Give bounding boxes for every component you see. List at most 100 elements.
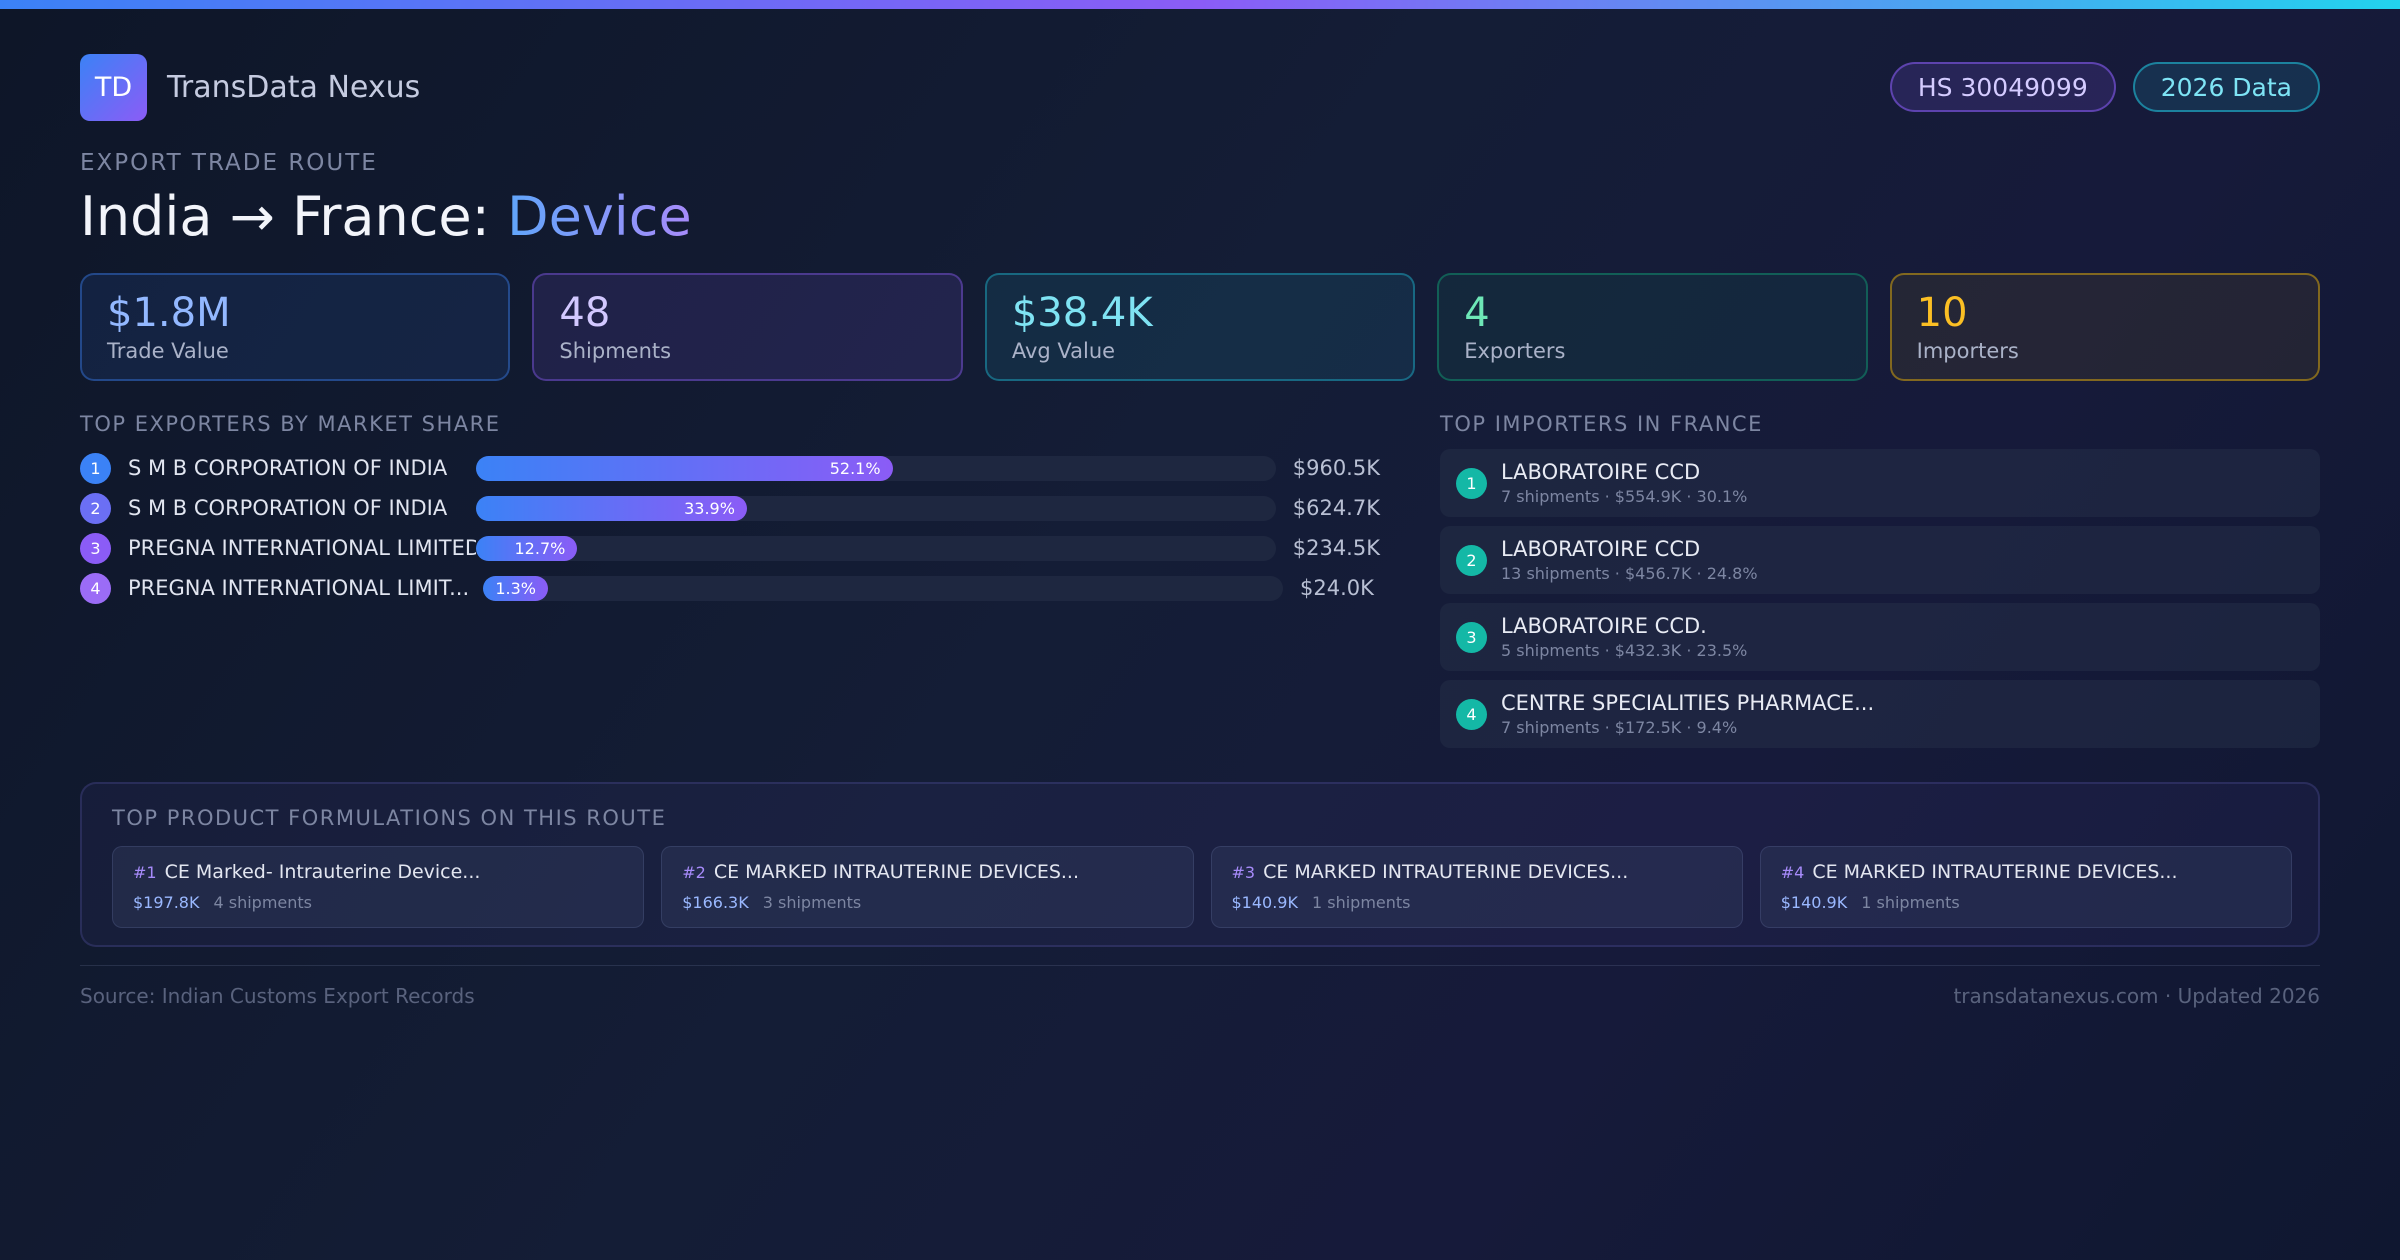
stat-shipments: 48 Shipments <box>532 273 963 381</box>
exporter-name[interactable]: S M B CORPORATION OF INDIA <box>128 456 448 480</box>
importer-rank: 3 <box>1456 621 1487 653</box>
product-value: $140.9K <box>1780 893 1848 912</box>
product-shipments: 1 shipments <box>1861 893 1960 912</box>
exporter-rank: 1 <box>80 452 111 484</box>
product-name: CE MARKED INTRAUTERINE DEVICES... <box>713 861 1079 883</box>
exporter-name[interactable]: PREGNA INTERNATIONAL LIMIT... <box>128 576 470 600</box>
share-bar-fill <box>475 535 578 561</box>
hs-code-badge[interactable]: HS 30049099 <box>1889 62 2116 112</box>
exporters-section-title: TOP EXPORTERS BY MARKET SHARE <box>80 412 501 436</box>
stat-label: Trade Value <box>107 339 229 363</box>
share-bar-fill <box>475 495 747 521</box>
exporter-rank: 4 <box>80 572 111 604</box>
year-badge[interactable]: 2026 Data <box>2132 62 2320 112</box>
importers-section-title: TOP IMPORTERS IN FRANCE <box>1440 412 1763 436</box>
share-bar-fill <box>483 575 548 601</box>
importer-card[interactable]: 3 LABORATOIRE CCD. 5 shipments · $432.3K… <box>1440 603 2320 671</box>
product-shipments: 3 shipments <box>762 893 862 912</box>
importer-card[interactable]: 1 LABORATOIRE CCD 7 shipments · $554.9K … <box>1440 449 2320 517</box>
exporter-row[interactable]: 4 PREGNA INTERNATIONAL LIMIT... 1.3% $24… <box>80 568 1380 608</box>
stat-importers: 10 Importers <box>1889 273 2321 381</box>
product-card[interactable]: #3 CE MARKED INTRAUTERINE DEVICES... $140… <box>1210 846 1743 928</box>
product-shipments: 4 shipments <box>213 893 313 912</box>
product-card[interactable]: #1 CE Marked- Intrauterine Device... $197… <box>112 846 645 928</box>
exporters-list: 1 S M B CORPORATION OF INDIA 52.1% $960.… <box>80 448 1380 608</box>
importer-name[interactable]: CENTRE SPECIALITIES PHARMACE... <box>1501 691 1875 715</box>
exporter-value: $960.5K <box>1292 456 1380 480</box>
share-bar-track: 12.7% <box>475 535 1276 561</box>
route-title-accent: Device <box>507 185 692 248</box>
stat-label: Importers <box>1916 339 2019 363</box>
brand-logo[interactable]: TD <box>80 54 147 121</box>
product-value: $166.3K <box>682 893 749 912</box>
stat-value: $1.8M <box>107 290 231 336</box>
exporter-rank: 2 <box>80 492 111 524</box>
stat-value: 48 <box>559 290 611 336</box>
product-rank: #4 <box>1780 863 1805 882</box>
product-card[interactable]: #2 CE MARKED INTRAUTERINE DEVICES... $166… <box>661 846 1194 928</box>
share-percent: 33.9% <box>684 498 735 518</box>
exporter-row[interactable]: 1 S M B CORPORATION OF INDIA 52.1% $960.… <box>80 448 1380 488</box>
product-name: CE Marked- Intrauterine Device... <box>164 861 481 883</box>
share-percent: 52.1% <box>829 458 881 478</box>
stat-value: 10 <box>1916 290 1968 336</box>
route-title-main: India → France: <box>80 185 508 248</box>
product-value: $197.8K <box>133 893 200 912</box>
exporter-name[interactable]: PREGNA INTERNATIONAL LIMITED <box>128 536 476 560</box>
product-name: CE MARKED INTRAUTERINE DEVICES... <box>1263 861 1629 883</box>
product-value: $140.9K <box>1231 893 1298 912</box>
products-section-title: TOP PRODUCT FORMULATIONS ON THIS ROUTE <box>112 806 667 830</box>
share-bar-track: 52.1% <box>475 455 1276 481</box>
share-bar-track: 33.9% <box>475 495 1276 521</box>
importer-rank: 4 <box>1456 698 1487 730</box>
exporter-value: $234.5K <box>1292 536 1380 560</box>
importer-card[interactable]: 4 CENTRE SPECIALITIES PHARMACE... 7 ship… <box>1440 680 2320 748</box>
product-name: CE MARKED INTRAUTERINE DEVICES... <box>1812 861 2178 883</box>
stat-label: Exporters <box>1464 339 1566 363</box>
top-accent-bar <box>0 0 2400 9</box>
importer-meta: 7 shipments · $554.9K · 30.1% <box>1501 487 1748 506</box>
importers-list: 1 LABORATOIRE CCD 7 shipments · $554.9K … <box>1440 449 2320 757</box>
importer-rank: 2 <box>1456 544 1487 576</box>
stat-exporters: 4 Exporters <box>1437 273 1868 381</box>
share-percent: 1.3% <box>495 578 536 598</box>
header-badges: HS 30049099 2026 Data <box>1889 62 2320 112</box>
exporter-value: $624.7K <box>1292 496 1380 520</box>
importer-card[interactable]: 2 LABORATOIRE CCD 13 shipments · $456.7K… <box>1440 526 2320 594</box>
exporter-row[interactable]: 2 S M B CORPORATION OF INDIA 33.9% $624.… <box>80 488 1380 528</box>
product-shipments: 1 shipments <box>1311 893 1411 912</box>
importer-name[interactable]: LABORATOIRE CCD <box>1501 460 1701 484</box>
brand-name[interactable]: TransData Nexus <box>167 70 421 105</box>
stat-label: Avg Value <box>1011 339 1116 363</box>
product-card[interactable]: #4 CE MARKED INTRAUTERINE DEVICES... $140… <box>1759 846 2292 928</box>
importer-meta: 5 shipments · $432.3K · 23.5% <box>1501 641 1748 660</box>
product-rank: #2 <box>682 863 706 882</box>
exporter-name[interactable]: S M B CORPORATION OF INDIA <box>128 496 448 520</box>
importer-meta: 13 shipments · $456.7K · 24.8% <box>1501 564 1758 583</box>
products-panel: TOP PRODUCT FORMULATIONS ON THIS ROUTE #… <box>80 782 2320 947</box>
source-note: Source: Indian Customs Export Records <box>80 984 475 1008</box>
header: TD TransData Nexus <box>80 54 420 121</box>
route-eyebrow: EXPORT TRADE ROUTE <box>80 150 378 176</box>
exporter-value: $24.0K <box>1300 576 1374 600</box>
stat-value: 4 <box>1464 290 1490 336</box>
importer-name[interactable]: LABORATOIRE CCD. <box>1501 614 1707 638</box>
exporter-rank: 3 <box>80 532 111 564</box>
footer-divider <box>80 965 2320 966</box>
product-rank: #3 <box>1231 863 1256 882</box>
stat-value: $38.4K <box>1011 290 1153 336</box>
share-percent: 12.7% <box>514 538 566 558</box>
products-grid: #1 CE Marked- Intrauterine Device... $197… <box>112 846 2292 928</box>
product-rank: #1 <box>133 863 157 882</box>
exporter-row[interactable]: 3 PREGNA INTERNATIONAL LIMITED 12.7% $23… <box>80 528 1380 568</box>
stat-trade-value: $1.8M Trade Value <box>80 273 511 381</box>
stats-row: $1.8M Trade Value 48 Shipments $38.4K Av… <box>80 273 2321 381</box>
site-link[interactable]: transdatanexus.com · Updated 2026 <box>1953 984 2320 1008</box>
share-bar-track: 1.3% <box>483 575 1283 601</box>
importer-meta: 7 shipments · $172.5K · 9.4% <box>1501 718 1738 737</box>
stat-label: Shipments <box>559 339 672 363</box>
importer-rank: 1 <box>1456 467 1487 499</box>
share-bar-fill <box>475 455 893 481</box>
importer-name[interactable]: LABORATOIRE CCD <box>1501 537 1701 561</box>
page-title: India → France: Device <box>80 185 692 248</box>
